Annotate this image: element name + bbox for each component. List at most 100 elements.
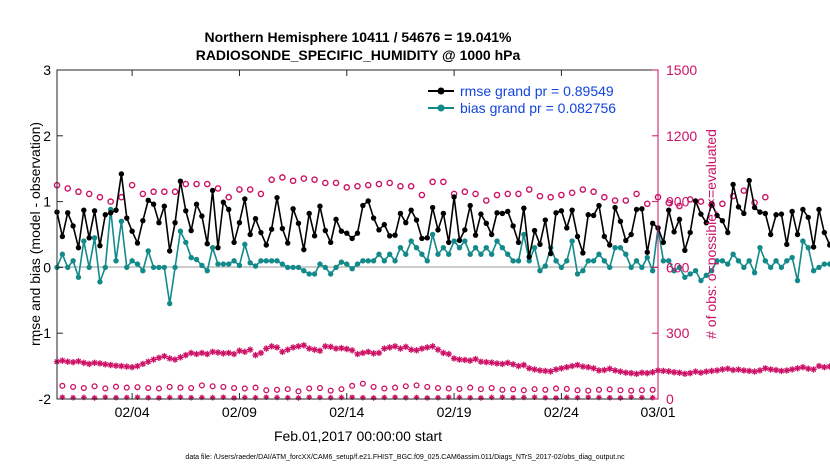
bias-point bbox=[601, 258, 608, 264]
obs-evaluated-point bbox=[585, 363, 592, 371]
obs-evaluated-point bbox=[450, 355, 458, 362]
y-left-tick-label: 1 bbox=[43, 194, 51, 210]
obs-possible-point bbox=[601, 193, 608, 201]
bias-point bbox=[413, 244, 420, 251]
obs-evaluated-point bbox=[499, 360, 506, 368]
bias-point bbox=[306, 271, 312, 277]
y-axis-right: 0 300 600 900 1200 1500 bbox=[652, 62, 697, 407]
obs-evaluated-point bbox=[719, 366, 726, 373]
rmse-point bbox=[188, 227, 194, 234]
bias-point bbox=[75, 274, 82, 280]
obs-evaluated-point bbox=[638, 369, 646, 376]
rmse-point bbox=[644, 249, 650, 255]
obs-evaluated-point bbox=[187, 349, 195, 357]
bias-point bbox=[451, 238, 457, 244]
obs-evaluated-low-point bbox=[563, 394, 570, 401]
obs-possible-low-point bbox=[188, 384, 195, 392]
obs-possible-point bbox=[64, 185, 72, 192]
obs-evaluated-low-point bbox=[628, 394, 634, 401]
bias-point bbox=[719, 258, 726, 264]
obs-evaluated-point bbox=[547, 368, 554, 375]
obs-evaluated-point bbox=[783, 367, 790, 374]
obs-possible-low-point bbox=[327, 387, 334, 394]
obs-evaluated-low-point bbox=[424, 395, 431, 401]
obs-possible-low-point bbox=[456, 385, 463, 392]
obs-evaluated-point bbox=[214, 349, 222, 356]
obs-evaluated-point bbox=[461, 356, 469, 364]
bias-point bbox=[708, 267, 715, 274]
obs-possible-point bbox=[740, 187, 748, 194]
obs-evaluated-point bbox=[128, 363, 136, 371]
bias-point bbox=[676, 264, 683, 271]
rmse-point bbox=[215, 244, 221, 251]
rmse-point bbox=[467, 202, 473, 209]
obs-evaluated-low-point bbox=[510, 394, 516, 401]
obs-evaluated-low-point bbox=[295, 395, 302, 401]
obs-evaluated-point bbox=[75, 358, 82, 365]
bias-point bbox=[102, 264, 108, 271]
rmse-point bbox=[166, 248, 173, 254]
obs-possible-point bbox=[171, 188, 179, 196]
bias-point bbox=[505, 251, 511, 257]
rmse-point bbox=[612, 204, 618, 211]
bias-point bbox=[263, 258, 269, 264]
obs-evaluated-point bbox=[735, 366, 742, 373]
obs-evaluated-low-point bbox=[242, 394, 248, 401]
bias-point bbox=[805, 244, 811, 251]
x-tick-label: 03/01 bbox=[640, 404, 675, 420]
bias-point bbox=[569, 238, 575, 244]
obs-evaluated-point bbox=[134, 362, 141, 370]
rmse-point bbox=[349, 235, 355, 242]
rmse-point bbox=[102, 212, 108, 218]
rmse-point bbox=[735, 204, 742, 210]
rmse-point bbox=[703, 219, 709, 226]
obs-possible-low-point bbox=[273, 386, 281, 393]
obs-evaluated-low-point bbox=[531, 394, 538, 401]
rmse-point bbox=[596, 202, 602, 209]
rmse-point bbox=[107, 210, 114, 216]
obs-possible-low-point bbox=[102, 385, 109, 392]
obs-evaluated-low-point bbox=[166, 394, 173, 401]
bias-point bbox=[360, 258, 366, 264]
obs-evaluated-point bbox=[289, 344, 297, 351]
rmse-point bbox=[193, 201, 200, 207]
bias-point bbox=[751, 269, 758, 276]
obs-evaluated-point bbox=[59, 357, 66, 364]
obs-possible-point bbox=[472, 190, 479, 198]
obs-possible-low-point bbox=[434, 384, 442, 392]
rmse-point bbox=[547, 250, 554, 257]
bias-point bbox=[354, 261, 361, 267]
bias-point bbox=[730, 251, 736, 257]
obs-evaluated-point bbox=[633, 370, 640, 377]
obs-evaluated-low-point bbox=[70, 394, 76, 401]
obs-possible-low-point bbox=[563, 385, 570, 392]
obs-evaluated-point bbox=[434, 346, 442, 353]
bias-point bbox=[446, 251, 452, 257]
obs-possible-point bbox=[225, 193, 233, 201]
bias-point bbox=[778, 264, 785, 271]
bias-point bbox=[199, 262, 205, 269]
obs-evaluated-low-point bbox=[177, 394, 184, 401]
y-right-tick-label: 900 bbox=[666, 194, 690, 210]
bias-point bbox=[338, 259, 345, 265]
bias-point bbox=[472, 244, 479, 251]
bias-point bbox=[773, 258, 779, 264]
obs-possible-point bbox=[762, 193, 769, 201]
rmse-point bbox=[279, 225, 286, 232]
rmse-point bbox=[134, 240, 141, 246]
obs-evaluated-low-point bbox=[91, 395, 98, 401]
bias-point bbox=[134, 261, 141, 267]
chart-title-line2: RADIOSONDE_SPECIFIC_HUMIDITY @ 1000 hPa bbox=[196, 47, 521, 63]
obs-evaluated-point bbox=[606, 365, 613, 372]
obs-possible-point bbox=[493, 191, 501, 199]
bias-point bbox=[462, 238, 468, 244]
obs-possible-low-point bbox=[445, 385, 452, 392]
obs-possible-point bbox=[150, 188, 157, 196]
obs-possible-point bbox=[85, 190, 93, 198]
bias-point bbox=[580, 267, 586, 274]
obs-evaluated-low-point bbox=[327, 394, 334, 401]
obs-evaluated-point bbox=[343, 345, 350, 353]
bias-point bbox=[542, 263, 549, 269]
bias-point bbox=[617, 244, 624, 251]
